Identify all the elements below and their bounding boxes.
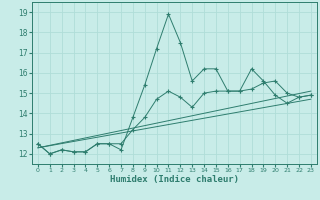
X-axis label: Humidex (Indice chaleur): Humidex (Indice chaleur) (110, 175, 239, 184)
